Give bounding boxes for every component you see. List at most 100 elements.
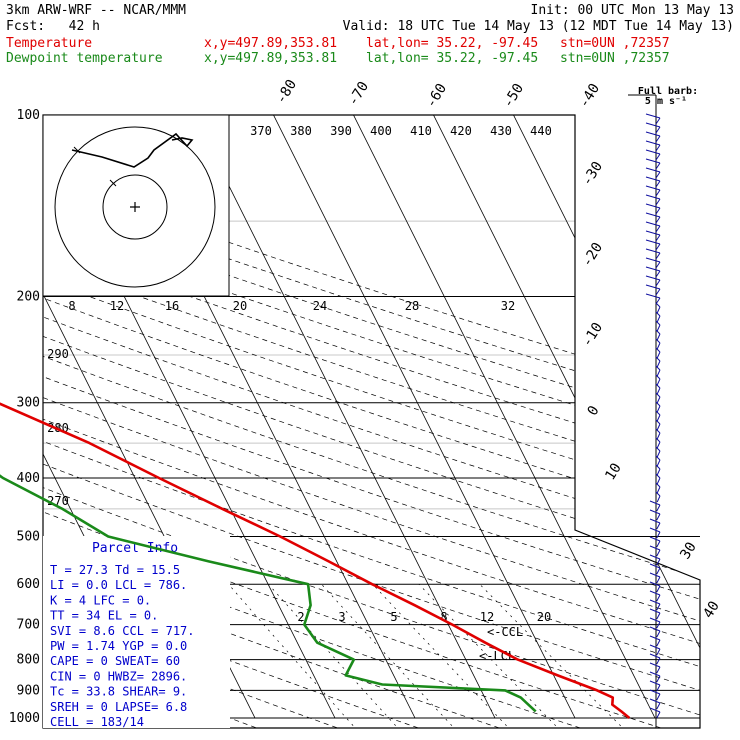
isotherm-label: -50 <box>500 81 527 111</box>
parcel-info-row: SREH = 0 LAPSE= 6.8 <box>50 700 187 714</box>
isotherm-label: -70 <box>345 79 372 109</box>
parcel-info-row: CELL = 183/14 <box>50 715 144 729</box>
wind-legend-title: Full barb: <box>638 86 698 97</box>
wind-barb <box>645 257 661 269</box>
parcel-info-row: SVI = 8.6 CCL = 717. <box>50 624 195 638</box>
wind-barb <box>649 680 661 692</box>
pressure-tick-label: 400 <box>17 471 40 486</box>
wind-barb <box>649 509 661 521</box>
hodograph-center-mark <box>130 202 140 212</box>
wind-barb <box>655 455 661 467</box>
wind-legend-value: 5 m s⁻¹ <box>645 96 687 107</box>
parcel-info-row: Tc = 33.8 SHEAR= 9. <box>50 685 187 699</box>
parcel-info-panel: Parcel Info T = 27.3 Td = 15.5LI = 0.0 LC… <box>43 536 230 729</box>
mixing-ratio-line <box>418 583 561 728</box>
wind-barb <box>645 266 661 278</box>
wind-barb <box>655 329 661 341</box>
wind-barb <box>655 491 661 503</box>
isotherm-label: -10 <box>579 320 606 350</box>
wind-barb <box>649 644 661 656</box>
mixing-ratio-label: 2 <box>297 610 304 624</box>
model-title: 3km ARW-WRF -- NCAR/MMM <box>6 3 187 18</box>
isotherm-label: -20 <box>579 240 606 270</box>
theta-label: 430 <box>490 124 512 138</box>
wind-speed-tick: 8 <box>68 299 75 313</box>
isotherm-label: -40 <box>576 81 603 111</box>
mixing-ratio-label: 8 <box>440 610 447 624</box>
parcel-info-background <box>43 536 230 728</box>
wind-barb <box>649 617 661 629</box>
wind-barb <box>645 113 661 125</box>
isotherm-label: 0 <box>585 403 603 419</box>
dewpoint-profile-line <box>0 474 537 713</box>
wind-barb <box>649 671 661 683</box>
wind-barb <box>645 176 661 188</box>
theta-label: 390 <box>330 124 352 138</box>
wind-barb <box>649 581 661 593</box>
wind-barb <box>649 572 661 584</box>
isotherm-line <box>273 115 576 719</box>
wind-barb <box>645 194 661 206</box>
isotherm-line <box>433 115 700 719</box>
wind-barb <box>645 230 661 242</box>
isotherm-label: 10 <box>602 460 625 483</box>
parcel-info-row: K = 4 LFC = 0. <box>50 593 151 607</box>
hodograph-ring-outer <box>54 126 216 288</box>
parcel-info-row: CIN = 0 HWBZ= 2896. <box>50 669 187 683</box>
hodograph-box <box>42 114 230 297</box>
hodograph-trace <box>71 132 194 168</box>
theta-label: 420 <box>450 124 472 138</box>
wind-barb <box>655 365 661 377</box>
wind-barb <box>645 248 661 260</box>
wind-barb <box>655 311 661 323</box>
wind-barb <box>655 446 661 458</box>
wind-barb <box>649 500 661 512</box>
pressure-tick-label: 100 <box>17 108 40 123</box>
pressure-tick-label: 200 <box>17 290 40 305</box>
wind-barb <box>649 599 661 611</box>
wind-barb <box>645 131 661 143</box>
wind-speed-tick: 32 <box>501 299 515 313</box>
isotherm-label: 30 <box>677 539 700 562</box>
theta-label: 410 <box>410 124 432 138</box>
isotherm-label: -80 <box>273 77 300 107</box>
wind-barb <box>649 689 661 701</box>
wind-barb <box>649 635 661 647</box>
mixing-ratio-label: 12 <box>480 610 494 624</box>
isotherm-line <box>593 115 700 719</box>
pressure-tick-label: 1000 <box>9 711 40 726</box>
parcel-info-title: Parcel Info <box>92 541 178 556</box>
wind-barb <box>645 140 661 152</box>
wind-barb <box>655 464 661 476</box>
dewpoint-label: Dewpoint temperature <box>6 51 163 66</box>
theta-label: 380 <box>290 124 312 138</box>
parcel-info-row: T = 27.3 Td = 15.5 <box>50 563 180 577</box>
dry-adiabat-line <box>43 115 427 728</box>
pressure-tick-label: 300 <box>17 396 40 411</box>
theta-label: 370 <box>250 124 272 138</box>
dry-adiabat-line <box>43 115 700 728</box>
mixing-ratio-line <box>228 583 359 728</box>
wind-barb <box>649 536 661 548</box>
wind-barb <box>655 302 661 314</box>
wind-barb <box>655 320 661 332</box>
wind-barb <box>645 122 661 134</box>
wind-barb <box>645 221 661 233</box>
forecast-hour: Fcst: 42 h <box>6 19 100 34</box>
hodograph-ring-inner <box>102 174 168 240</box>
init-time: Init: 00 UTC Mon 13 May 13 <box>530 3 735 18</box>
mixing-ratio-label: 3 <box>338 610 345 624</box>
wind-barb <box>645 167 661 179</box>
wind-barb <box>645 212 661 224</box>
wind-barb <box>655 437 661 449</box>
wind-barb <box>649 545 661 557</box>
wind-barb <box>645 275 661 287</box>
hodograph-marks <box>73 146 117 187</box>
theta-label: 400 <box>370 124 392 138</box>
parcel-info-row: LI = 0.0 LCL = 786. <box>50 578 187 592</box>
wind-barb <box>645 158 661 170</box>
wind-speed-tick: 12 <box>110 299 124 313</box>
wind-barb <box>649 626 661 638</box>
wind-barb <box>655 428 661 440</box>
dewpoint-latlon: lat,lon= 35.22, -97.45 <box>366 51 539 66</box>
